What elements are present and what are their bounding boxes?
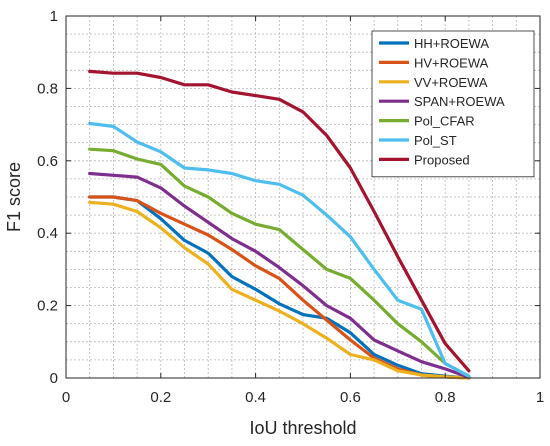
y-tick-label: 0.8 <box>37 80 58 97</box>
series-line-proposed <box>88 69 471 373</box>
series-line-span-roewa <box>88 171 471 379</box>
x-tick-label: 0.4 <box>245 389 266 406</box>
legend-label: HH+ROEWA <box>414 36 489 51</box>
x-tick-label: 0.2 <box>150 389 171 406</box>
legend-label: HV+ROEWA <box>414 55 489 70</box>
x-tick-label: 0.6 <box>340 389 361 406</box>
legend-label: Proposed <box>414 152 470 167</box>
x-tick-label: 0 <box>62 389 70 406</box>
series-lines <box>88 69 471 380</box>
y-tick-label: 0 <box>50 370 58 387</box>
series-line-pol-st <box>88 121 471 378</box>
legend-label: Pol_ST <box>414 133 457 148</box>
y-tick-label: 0.4 <box>37 225 58 242</box>
x-axis-title: IoU threshold <box>249 418 356 438</box>
legend-label: Pol_CFAR <box>414 114 475 129</box>
axis-ticks: 0 0.2 0.4 0.6 0.8 1 0 0.2 0.4 0.6 0.8 1 <box>37 8 544 406</box>
legend: HH+ROEWA HV+ROEWA VV+ROEWA SPAN+ROEWA Pol_CF… <box>371 30 535 178</box>
plot-frame <box>65 15 541 379</box>
x-tick-label: 0.8 <box>435 389 456 406</box>
y-axis-title: F1 score <box>4 162 24 232</box>
series-line-pol-cfar <box>88 147 471 378</box>
legend-box <box>371 30 535 178</box>
x-tick-label: 1 <box>536 389 544 406</box>
legend-label: SPAN+ROEWA <box>414 94 505 109</box>
series-line-vv-roewa <box>88 200 471 380</box>
y-tick-label: 0.2 <box>37 298 58 315</box>
series-line-hh-roewa <box>88 195 471 380</box>
legend-label: VV+ROEWA <box>414 75 488 90</box>
y-tick-label: 0.6 <box>37 153 58 170</box>
y-tick-label: 1 <box>50 8 58 25</box>
